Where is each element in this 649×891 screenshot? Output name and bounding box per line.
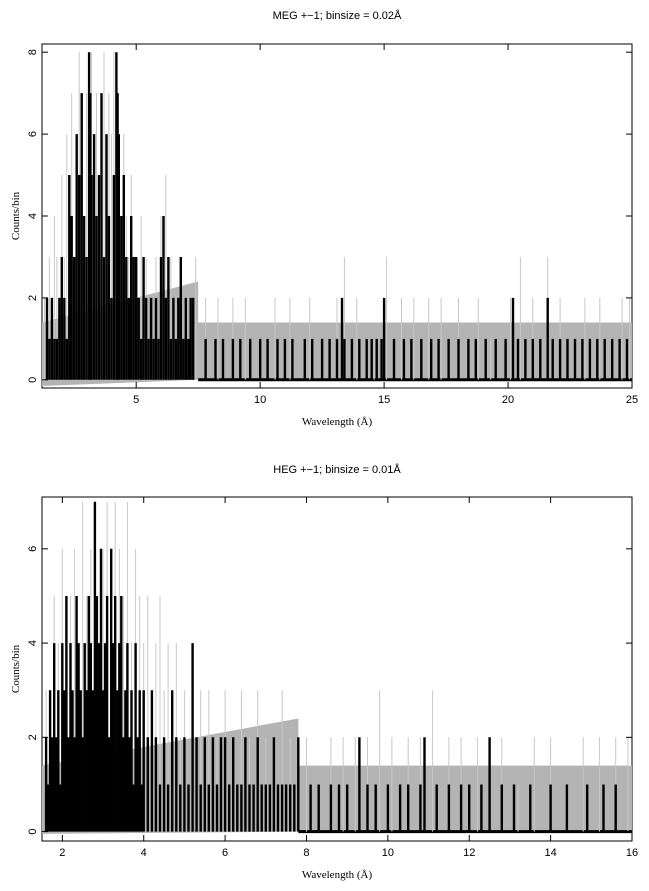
heg-title: HEG +−1; binsize = 0.01Å — [273, 463, 401, 476]
meg-ytick-label: 2 — [27, 295, 39, 301]
heg-ticks: 2 4 6 8 10 12 14 16 0 2 4 6 — [27, 497, 638, 859]
heg-xtick-label: 2 — [59, 847, 65, 859]
heg-ytick-label: 0 — [27, 829, 39, 835]
meg-xtick-label: 25 — [626, 394, 638, 406]
heg-xtick-label: 16 — [626, 847, 638, 859]
meg-ylabel: Counts/bin — [10, 191, 22, 240]
heg-ylabel: Counts/bin — [10, 644, 22, 693]
meg-xtick-label: 15 — [378, 394, 390, 406]
heg-plot-frame — [41, 496, 633, 842]
heg-ytick-label: 6 — [27, 546, 39, 552]
heg-xtick-label: 8 — [303, 847, 309, 859]
heg-ytick-label: 4 — [27, 640, 39, 646]
heg-xtick-label: 10 — [382, 847, 394, 859]
meg-ticks: 5 10 15 20 25 0 2 4 6 8 — [27, 44, 638, 406]
heg-xtick-label: 4 — [141, 847, 147, 859]
meg-series — [44, 52, 630, 380]
meg-xtick-label: 5 — [133, 394, 139, 406]
meg-xtick-label: 10 — [254, 394, 266, 406]
heg-xtick-label: 12 — [463, 847, 475, 859]
meg-ytick-label: 8 — [27, 49, 39, 55]
heg-ytick-label: 2 — [27, 734, 39, 740]
heg-xtick-label: 6 — [222, 847, 228, 859]
meg-xtick-label: 20 — [502, 394, 514, 406]
meg-ytick-label: 0 — [27, 377, 39, 383]
meg-ytick-label: 4 — [27, 213, 39, 219]
meg-xlabel: Wavelength (Å) — [302, 416, 373, 428]
heg-xlabel: Wavelength (Å) — [302, 869, 373, 881]
heg-series — [44, 501, 629, 832]
heg-xtick-label: 14 — [544, 847, 556, 859]
chart-heg: 2 4 6 8 10 12 14 16 0 2 4 6 HEG +−1; binsize = 0.01… — [10, 463, 638, 881]
meg-ytick-label: 6 — [27, 131, 39, 137]
meg-title: MEG +−1; binsize = 0.02Å — [273, 9, 402, 22]
